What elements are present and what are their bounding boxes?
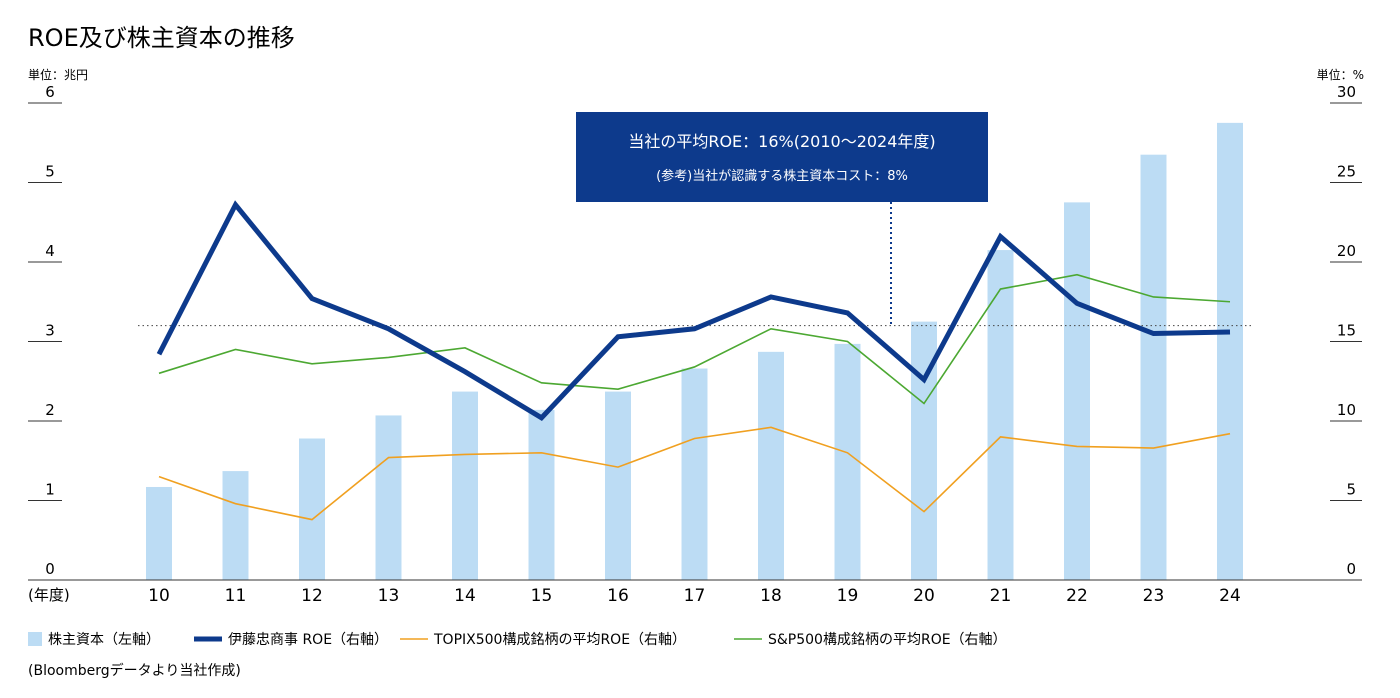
topix500-roe-line bbox=[158, 426, 1231, 521]
itochu-roe-line bbox=[156, 200, 1231, 422]
legend: 株主資本（左軸） 伊藤忠商事 ROE（右軸） TOPIX500構成銘柄の平均RO… bbox=[28, 632, 1007, 648]
x-tick-label: 24 bbox=[1219, 586, 1241, 606]
left-tick-label: 6 bbox=[45, 83, 55, 101]
x-tick-label: 18 bbox=[760, 586, 782, 606]
legend-label-sp500-roe: S&P500構成銘柄の平均ROE（右軸） bbox=[768, 632, 1007, 648]
right-tick-label: 5 bbox=[1346, 481, 1356, 499]
callout-line1: 当社の平均ROE：16%(2010〜2024年度) bbox=[628, 132, 935, 151]
equity-bar bbox=[1064, 202, 1090, 580]
x-tick-label: 16 bbox=[607, 586, 629, 606]
x-tick-label: 12 bbox=[301, 586, 323, 606]
legend-label-equity: 株主資本（左軸） bbox=[48, 632, 160, 648]
left-tick-label: 0 bbox=[45, 560, 55, 578]
equity-bar bbox=[605, 391, 631, 580]
x-tick-label: 10 bbox=[148, 586, 170, 606]
x-axis: 10 11 12 13 14 15 16 17 18 19 20 21 22 23 24 bbox=[148, 586, 1241, 606]
chart-title: ROE及び株主資本の推移 bbox=[28, 24, 295, 52]
source-note: (Bloombergデータより当社作成) bbox=[28, 662, 241, 679]
left-tick-label: 5 bbox=[45, 163, 55, 181]
equity-bar bbox=[146, 486, 172, 580]
callout-box bbox=[576, 112, 988, 202]
right-tick-label: 20 bbox=[1337, 242, 1356, 260]
right-unit-label: 単位：% bbox=[1317, 67, 1364, 82]
x-tick-label: 21 bbox=[990, 586, 1012, 606]
x-tick-label: 22 bbox=[1066, 586, 1088, 606]
equity-bar bbox=[681, 368, 708, 580]
legend-label-itochu-roe: 伊藤忠商事 ROE（右軸） bbox=[228, 632, 388, 648]
right-tick-label: 25 bbox=[1337, 163, 1356, 181]
left-axis: 0 1 2 3 4 5 6 bbox=[28, 83, 62, 578]
equity-bar bbox=[758, 351, 784, 580]
line-series-group bbox=[156, 200, 1231, 521]
equity-bar bbox=[834, 343, 861, 580]
x-tick-label: 11 bbox=[225, 586, 247, 606]
x-tick-label: 19 bbox=[837, 586, 859, 606]
callout-line2: (参考)当社が認識する株主資本コスト：8% bbox=[656, 168, 908, 184]
right-axis: 0 5 10 15 20 25 30 bbox=[1330, 83, 1362, 578]
x-tick-label: 20 bbox=[913, 586, 935, 606]
equity-bar bbox=[1140, 154, 1167, 581]
equity-bar bbox=[987, 250, 1014, 580]
right-tick-label: 15 bbox=[1337, 322, 1356, 340]
x-tick-label: 15 bbox=[531, 586, 553, 606]
x-axis-prefix: (年度) bbox=[28, 586, 70, 604]
left-tick-label: 1 bbox=[45, 481, 55, 499]
equity-bar bbox=[452, 391, 478, 580]
equity-bar bbox=[375, 415, 402, 580]
x-tick-label: 13 bbox=[378, 586, 400, 606]
legend-swatch-equity bbox=[28, 632, 42, 646]
equity-bar bbox=[1217, 122, 1243, 580]
right-tick-label: 30 bbox=[1337, 83, 1356, 101]
x-tick-label: 23 bbox=[1143, 586, 1165, 606]
equity-bar bbox=[299, 438, 325, 580]
bar-series bbox=[146, 122, 1243, 581]
left-unit-label: 単位：兆円 bbox=[28, 67, 88, 82]
equity-bar bbox=[528, 409, 555, 580]
equity-bar bbox=[222, 471, 249, 580]
left-tick-label: 4 bbox=[45, 242, 55, 260]
right-tick-label: 10 bbox=[1337, 401, 1356, 419]
left-tick-label: 2 bbox=[45, 401, 55, 419]
roe-callout: 当社の平均ROE：16%(2010〜2024年度) (参考)当社が認識する株主資… bbox=[576, 112, 988, 202]
left-tick-label: 3 bbox=[45, 322, 55, 340]
right-tick-label: 0 bbox=[1346, 560, 1356, 578]
x-tick-label: 17 bbox=[684, 586, 706, 606]
legend-label-topix-roe: TOPIX500構成銘柄の平均ROE（右軸） bbox=[433, 632, 686, 648]
x-tick-label: 14 bbox=[454, 586, 476, 606]
